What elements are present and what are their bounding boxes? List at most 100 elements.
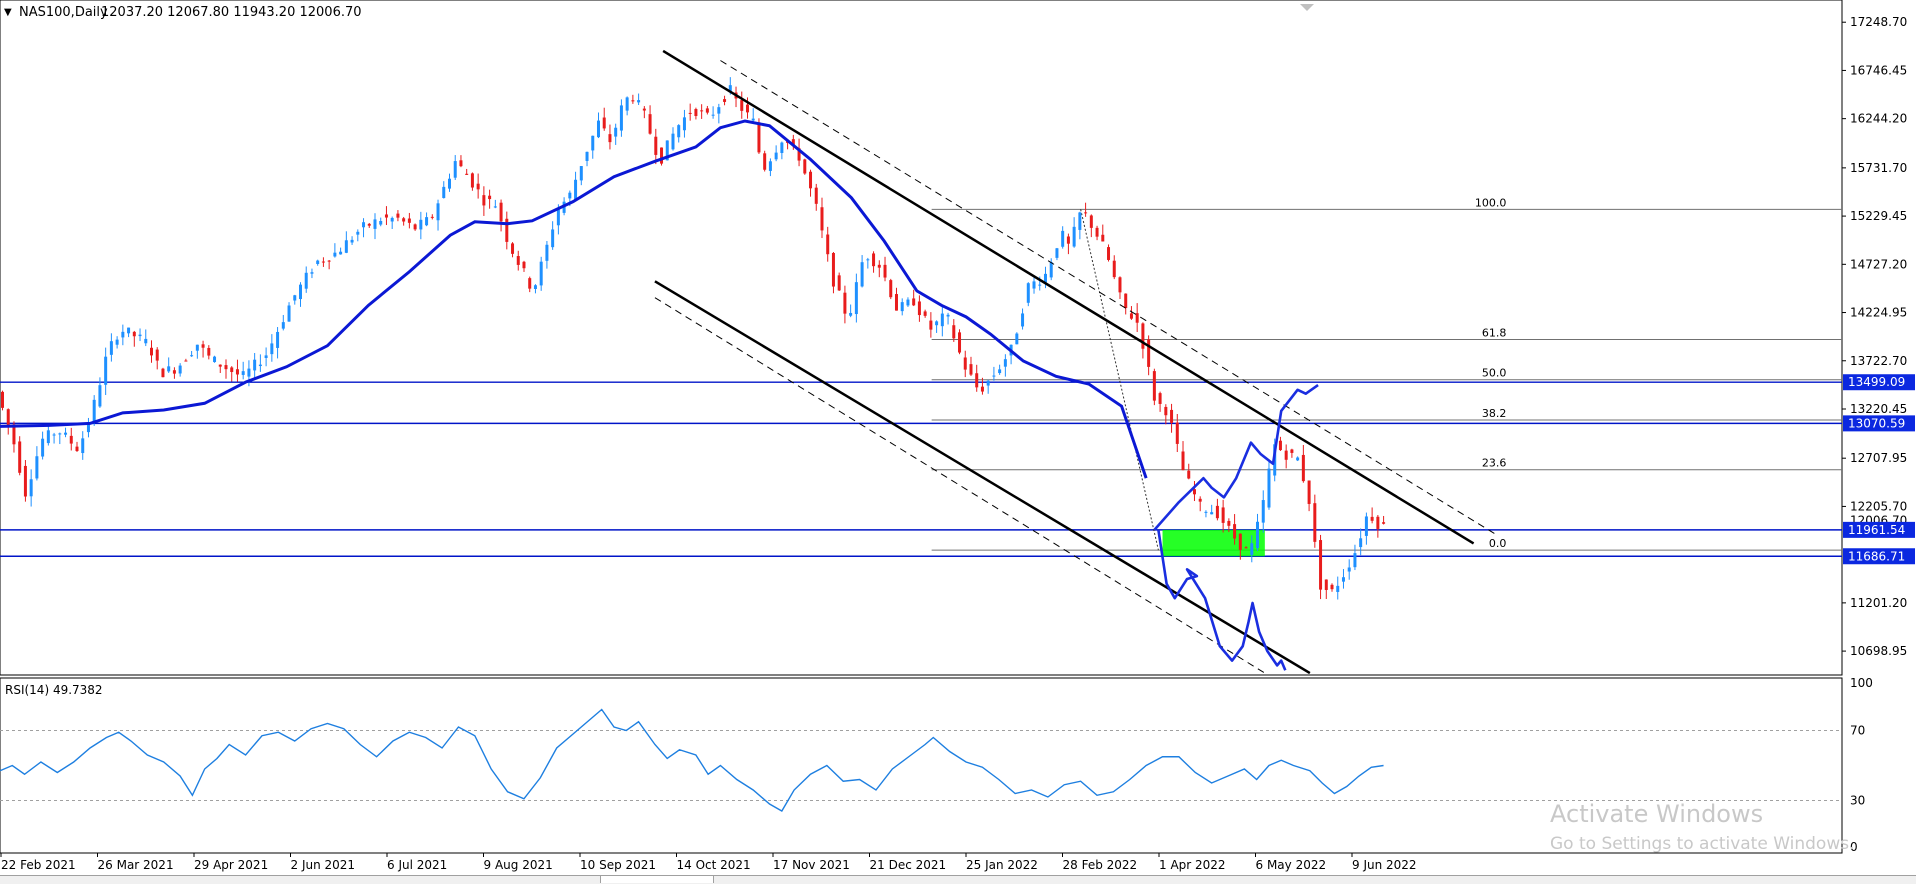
candle-body bbox=[430, 216, 434, 218]
candle-body bbox=[356, 231, 360, 235]
time-tick-label: 21 Dec 2021 bbox=[870, 858, 947, 872]
candle-body bbox=[344, 240, 348, 253]
level-price-label: 11961.54 bbox=[1848, 523, 1905, 537]
price-tick-label: 15229.45 bbox=[1850, 209, 1907, 223]
rsi-axis: 100 70 30 0 bbox=[1850, 676, 1873, 854]
candle-body bbox=[1152, 371, 1156, 401]
candle-body bbox=[700, 110, 704, 112]
time-tick-label: 9 Aug 2021 bbox=[484, 858, 553, 872]
candle-body bbox=[350, 239, 354, 243]
candle-body bbox=[1336, 585, 1340, 592]
rsi-tick-label: 0 bbox=[1850, 840, 1858, 854]
candle-body bbox=[310, 272, 314, 274]
candle-body bbox=[224, 365, 228, 370]
candle-body bbox=[797, 148, 801, 161]
candle-body bbox=[585, 151, 589, 161]
candle-body bbox=[728, 85, 732, 93]
candle-body bbox=[711, 114, 715, 116]
candle-body bbox=[213, 356, 217, 363]
candle-body bbox=[379, 221, 383, 225]
price-axis: 17248.70 16746.45 16244.20 15731.70 15229.45… bbox=[1842, 15, 1915, 658]
candle-body bbox=[1055, 248, 1059, 258]
candle-body bbox=[637, 100, 641, 103]
candle-body bbox=[665, 140, 669, 161]
candle-body bbox=[333, 252, 337, 257]
candle-body bbox=[470, 173, 474, 188]
candle-body bbox=[138, 334, 142, 337]
time-tick-label: 6 May 2022 bbox=[1256, 858, 1327, 872]
candle-body bbox=[396, 213, 400, 218]
candle-body bbox=[986, 380, 990, 386]
chart-tab[interactable] bbox=[600, 876, 714, 883]
candle-body bbox=[843, 292, 847, 314]
candle-body bbox=[694, 109, 698, 117]
candle-body bbox=[906, 299, 910, 306]
candle-body bbox=[442, 186, 446, 199]
candle-body bbox=[854, 282, 858, 315]
candle-body bbox=[453, 161, 457, 178]
candle-body bbox=[935, 321, 939, 326]
candle-body bbox=[533, 285, 537, 289]
candle-body bbox=[1078, 212, 1082, 230]
time-tick-label: 6 Jul 2021 bbox=[387, 858, 447, 872]
candle-body bbox=[1038, 284, 1042, 286]
candle-body bbox=[803, 159, 807, 174]
demand-zone-box bbox=[1162, 529, 1265, 557]
candle-body bbox=[826, 234, 830, 255]
scroll-marker-icon[interactable] bbox=[1300, 4, 1314, 11]
price-tick-label: 17248.70 bbox=[1850, 15, 1907, 29]
candle-body bbox=[425, 217, 429, 226]
candle-body bbox=[1256, 521, 1260, 549]
candle-body bbox=[1175, 422, 1179, 444]
candle-body bbox=[579, 166, 583, 181]
candle-body bbox=[1043, 273, 1047, 283]
candle-body bbox=[321, 261, 325, 263]
chart-header-arrow[interactable]: ▼ bbox=[4, 7, 12, 18]
candle-body bbox=[998, 369, 1002, 374]
time-tick-label: 14 Oct 2021 bbox=[677, 858, 751, 872]
candle-body bbox=[654, 136, 658, 155]
candle-body bbox=[35, 456, 39, 479]
price-tick-label: 10698.95 bbox=[1850, 644, 1907, 658]
candle-body bbox=[705, 108, 709, 113]
candle-body bbox=[1124, 293, 1128, 309]
candle-body bbox=[660, 147, 664, 164]
candle-body bbox=[104, 356, 108, 385]
candle-body bbox=[264, 355, 268, 358]
candle-body bbox=[975, 373, 979, 388]
candle-body bbox=[407, 218, 411, 223]
candle-body bbox=[270, 343, 274, 355]
candle-body bbox=[1238, 533, 1242, 550]
candle-body bbox=[172, 370, 176, 374]
candle-body bbox=[373, 219, 377, 229]
time-tick-label: 17 Nov 2021 bbox=[773, 858, 850, 872]
candle-body bbox=[940, 313, 944, 327]
candle-body bbox=[1072, 226, 1076, 247]
candle-body bbox=[1341, 577, 1345, 582]
candle-body bbox=[745, 104, 749, 113]
candle-body bbox=[1129, 313, 1133, 319]
price-pane-frame bbox=[0, 0, 1843, 676]
candle-body bbox=[1319, 540, 1323, 590]
candle-body bbox=[1066, 236, 1070, 244]
candle-body bbox=[820, 207, 824, 231]
channel-upper-dashed-line bbox=[720, 60, 1499, 537]
candle-body bbox=[1032, 281, 1036, 289]
candle-body bbox=[304, 272, 308, 289]
candlesticks bbox=[1, 77, 1386, 600]
candle-body bbox=[809, 171, 813, 189]
candle-body bbox=[316, 260, 320, 264]
candle-body bbox=[98, 385, 102, 407]
candle-body bbox=[230, 367, 234, 373]
candle-body bbox=[774, 152, 778, 160]
candle-body bbox=[923, 311, 927, 316]
candle-body bbox=[522, 261, 526, 269]
price-tick-label: 11201.20 bbox=[1850, 596, 1907, 610]
candle-body bbox=[1227, 520, 1231, 526]
candle-body bbox=[488, 195, 492, 200]
candle-body bbox=[1364, 516, 1368, 536]
candle-body bbox=[619, 105, 623, 131]
rsi-tick-label: 70 bbox=[1850, 724, 1865, 738]
level-price-label: 13499.09 bbox=[1848, 375, 1905, 389]
